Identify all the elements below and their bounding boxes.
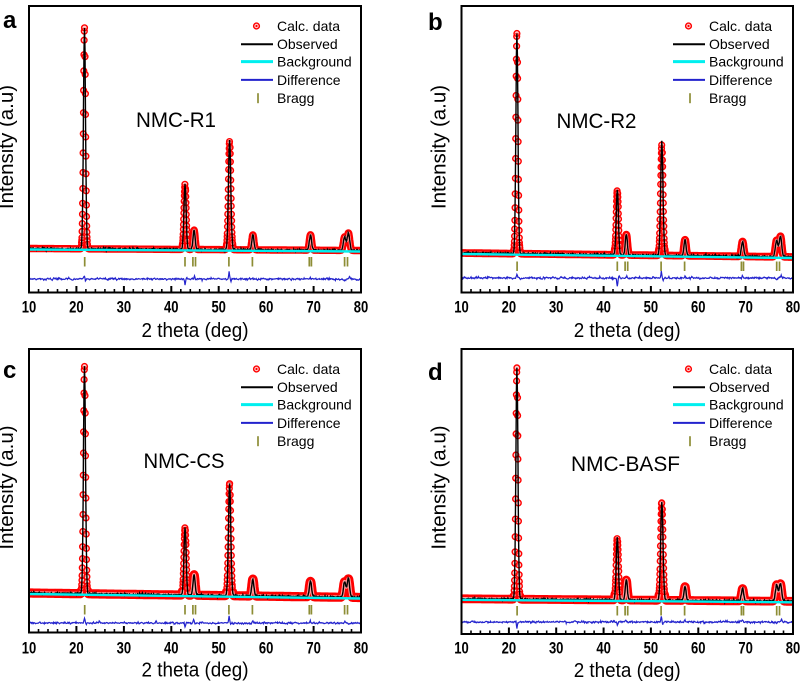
svg-text:Observed: Observed xyxy=(277,379,338,395)
svg-text:50: 50 xyxy=(211,639,226,658)
svg-text:b: b xyxy=(428,9,443,36)
svg-text:10: 10 xyxy=(22,298,37,317)
svg-text:80: 80 xyxy=(354,298,369,317)
svg-text:d: d xyxy=(428,359,443,386)
svg-text:70: 70 xyxy=(738,639,753,658)
svg-text:Background: Background xyxy=(709,54,784,70)
svg-text:30: 30 xyxy=(117,639,132,658)
svg-text:60: 60 xyxy=(691,639,706,658)
svg-text:10: 10 xyxy=(454,298,469,317)
svg-text:Difference: Difference xyxy=(277,72,341,88)
svg-text:20: 20 xyxy=(69,298,84,317)
svg-text:Calc. data: Calc. data xyxy=(277,18,340,34)
svg-text:NMC-CS: NMC-CS xyxy=(144,449,225,473)
svg-text:2 theta (deg): 2 theta (deg) xyxy=(142,320,249,342)
svg-text:2 theta (deg): 2 theta (deg) xyxy=(142,660,249,682)
svg-text:40: 40 xyxy=(596,298,611,317)
svg-text:60: 60 xyxy=(691,298,706,317)
svg-text:Background: Background xyxy=(277,54,352,70)
svg-text:80: 80 xyxy=(786,639,801,658)
svg-text:NMC-BASF: NMC-BASF xyxy=(571,452,680,476)
svg-text:20: 20 xyxy=(502,639,517,658)
svg-text:30: 30 xyxy=(549,298,564,317)
svg-text:Calc. data: Calc. data xyxy=(709,18,772,34)
svg-text:Difference: Difference xyxy=(277,415,341,431)
svg-text:Bragg: Bragg xyxy=(277,90,314,106)
svg-text:10: 10 xyxy=(454,639,469,658)
svg-text:60: 60 xyxy=(259,639,274,658)
svg-text:20: 20 xyxy=(69,639,84,658)
svg-text:40: 40 xyxy=(164,639,179,658)
svg-text:Intensity (a.u): Intensity (a.u) xyxy=(0,425,18,549)
svg-text:50: 50 xyxy=(644,639,659,658)
svg-text:40: 40 xyxy=(596,639,611,658)
svg-text:NMC-R2: NMC-R2 xyxy=(557,109,637,133)
svg-text:30: 30 xyxy=(117,298,132,317)
svg-text:2 theta (deg): 2 theta (deg) xyxy=(574,660,681,682)
svg-text:Bragg: Bragg xyxy=(709,90,746,106)
svg-text:40: 40 xyxy=(164,298,179,317)
svg-text:60: 60 xyxy=(259,298,274,317)
svg-text:NMC-R1: NMC-R1 xyxy=(136,108,216,132)
svg-text:Bragg: Bragg xyxy=(277,433,314,449)
svg-text:Observed: Observed xyxy=(277,36,338,52)
svg-text:2 theta (deg): 2 theta (deg) xyxy=(574,320,681,342)
svg-text:Observed: Observed xyxy=(709,379,770,395)
svg-text:Difference: Difference xyxy=(709,72,773,88)
svg-text:Intensity (a.u): Intensity (a.u) xyxy=(428,425,451,549)
svg-text:50: 50 xyxy=(644,298,659,317)
svg-text:70: 70 xyxy=(306,298,321,317)
svg-text:80: 80 xyxy=(354,639,369,658)
svg-text:Background: Background xyxy=(277,397,352,413)
svg-text:Background: Background xyxy=(709,397,784,413)
svg-text:Calc. data: Calc. data xyxy=(277,361,340,377)
svg-text:30: 30 xyxy=(549,639,564,658)
svg-text:Difference: Difference xyxy=(709,415,773,431)
svg-text:c: c xyxy=(3,357,16,384)
svg-text:Bragg: Bragg xyxy=(709,433,746,449)
svg-text:20: 20 xyxy=(502,298,517,317)
svg-text:70: 70 xyxy=(306,639,321,658)
svg-text:Calc. data: Calc. data xyxy=(709,361,772,377)
svg-text:70: 70 xyxy=(738,298,753,317)
svg-text:Intensity (a.u): Intensity (a.u) xyxy=(428,85,451,209)
svg-text:a: a xyxy=(3,7,17,34)
svg-text:10: 10 xyxy=(22,639,37,658)
svg-text:Observed: Observed xyxy=(709,36,770,52)
svg-text:80: 80 xyxy=(786,298,801,317)
svg-text:50: 50 xyxy=(211,298,226,317)
svg-text:Intensity (a.u): Intensity (a.u) xyxy=(0,85,18,209)
